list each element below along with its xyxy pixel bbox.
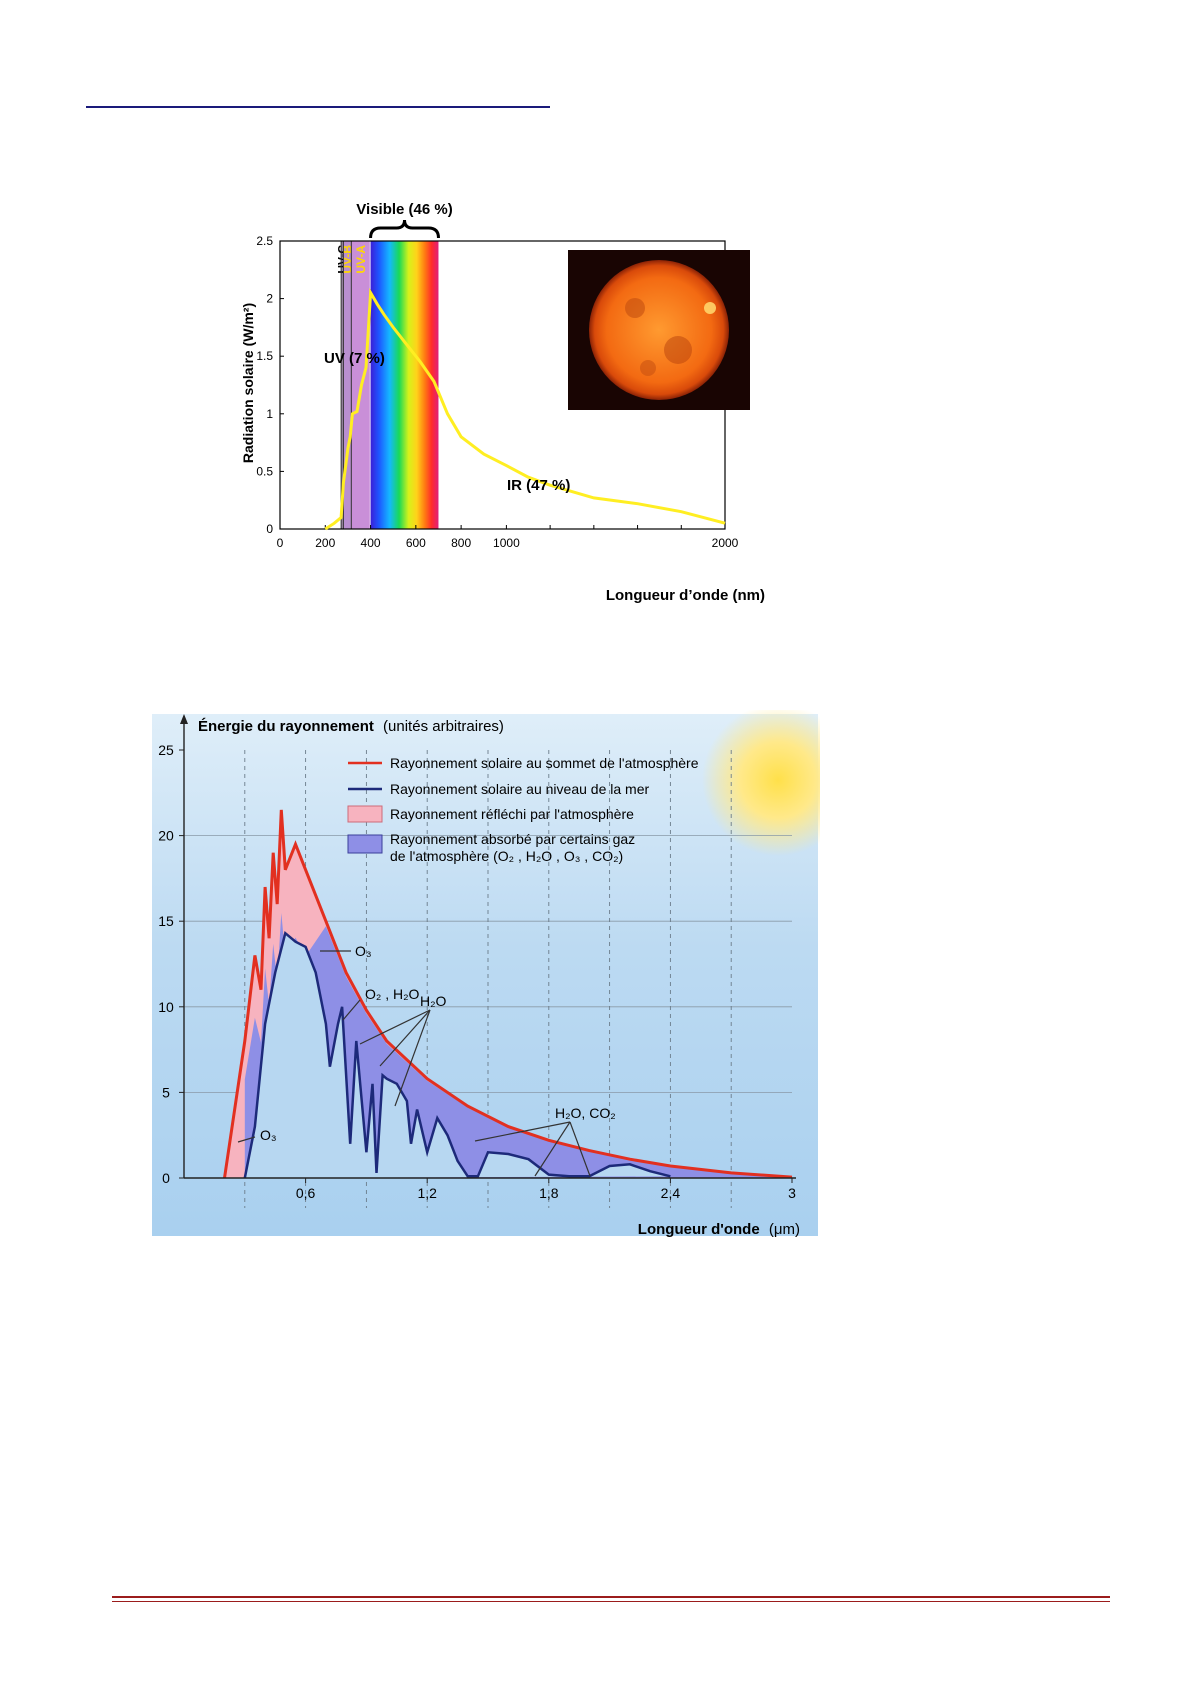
x-axis-title: Longueur d'onde (μm) bbox=[638, 1221, 800, 1238]
y-tick-label: 0 bbox=[162, 1170, 170, 1186]
band-uv-b bbox=[343, 241, 352, 529]
y-tick-label: 0 bbox=[266, 522, 273, 536]
y-tick-label: 25 bbox=[158, 742, 174, 758]
y-tick-label: 20 bbox=[158, 828, 174, 844]
label-h2o: H₂O bbox=[420, 993, 447, 1009]
sea-level-area bbox=[244, 933, 671, 1178]
y-axis-title: Énergie du rayonnement (unités arbitrair… bbox=[198, 718, 504, 735]
x-axis-title-main: Longueur d'onde bbox=[638, 1221, 760, 1238]
band-label-uv-a: UV-A bbox=[354, 245, 368, 274]
legend-swatch-reflected bbox=[347, 805, 383, 823]
x-axis-unit: (μm) bbox=[769, 1221, 800, 1238]
y-axis-title-note: (unités arbitraires) bbox=[383, 718, 504, 735]
label-h2o-co2: H₂O, CO₂ bbox=[555, 1105, 616, 1121]
label-o3-low: O₃ bbox=[260, 1127, 277, 1143]
legend-label-absorbed-2: de l'atmosphère (O₂ , H₂O , O₃ , CO₂) bbox=[390, 848, 623, 864]
band-uv-c bbox=[341, 241, 344, 529]
y-axis-label: Radiation solaire (W/m²) bbox=[240, 303, 256, 463]
atmosphere-energy-chart: 0 5 10 15 20 25 0,6 1,2 1,8 2,4 3 Énergie du rayon… bbox=[152, 710, 820, 1238]
solar-radiation-series bbox=[324, 287, 726, 531]
x-tick-label: 1,2 bbox=[417, 1185, 437, 1201]
x-tick-label: 1,8 bbox=[539, 1185, 559, 1201]
top-rule bbox=[86, 106, 550, 108]
top-atmosphere-series bbox=[223, 809, 793, 1179]
footer-rule bbox=[112, 1596, 1110, 1598]
x-tick-label: 400 bbox=[361, 536, 381, 550]
annotation-ir: IR (47 %) bbox=[507, 477, 570, 494]
x-tick-label: 600 bbox=[406, 536, 426, 550]
annotation-uv: UV (7 %) bbox=[324, 350, 385, 367]
y-axis-arrow bbox=[180, 714, 188, 724]
label-o3: O₃ bbox=[355, 943, 372, 959]
y-tick-label: 1.5 bbox=[256, 349, 273, 363]
legend-label-sea: Rayonnement solaire au niveau de la mer bbox=[390, 781, 649, 797]
label-o2-h2o: O₂ , H₂O bbox=[365, 986, 420, 1002]
y-tick-label: 10 bbox=[158, 999, 174, 1015]
x-tick-label: 2,4 bbox=[661, 1185, 681, 1201]
sun-glow bbox=[702, 710, 820, 856]
footer-rule-thin bbox=[112, 1601, 1110, 1602]
legend-label-top: Rayonnement solaire au sommet de l'atmos… bbox=[390, 755, 699, 771]
x-tick-label: 2000 bbox=[712, 536, 739, 550]
x-tick-label: 0 bbox=[277, 536, 284, 550]
legend-label-reflected: Rayonnement réfléchi par l'atmosphère bbox=[390, 806, 634, 822]
legend-label-absorbed: Rayonnement absorbé par certains gaz bbox=[390, 831, 635, 847]
y-tick-label: 2 bbox=[266, 292, 273, 306]
x-tick-label: 200 bbox=[315, 536, 335, 550]
gas-labels bbox=[237, 950, 591, 1177]
y-tick-label: 15 bbox=[158, 913, 174, 929]
visible-spectrum bbox=[370, 241, 439, 529]
legend: Rayonnement solaire au sommet de l'atmos… bbox=[347, 755, 699, 864]
y-tick-label: 0.5 bbox=[256, 464, 273, 478]
x-axis-label: Longueur d’onde (nm) bbox=[606, 587, 765, 604]
x-tick-label: 0,6 bbox=[296, 1185, 316, 1201]
y-axis-title-main: Énergie du rayonnement bbox=[198, 718, 374, 735]
annotation-visible: Visible (46 %) bbox=[356, 201, 452, 218]
x-tick-label: 3 bbox=[788, 1185, 796, 1201]
sea-level-series bbox=[243, 930, 671, 1179]
sun-photo bbox=[568, 250, 750, 410]
y-tick-label: 5 bbox=[162, 1084, 170, 1100]
y-tick-label: 2.5 bbox=[256, 234, 273, 248]
solar-radiation-chart: UV-CUV-B UV-A 0 200 400 600 800 1000 200000.511… bbox=[240, 201, 765, 604]
x-tick-label: 1000 bbox=[493, 536, 520, 550]
x-tick-label: 800 bbox=[451, 536, 471, 550]
visible-brace bbox=[369, 219, 440, 239]
y-tick-label: 1 bbox=[266, 407, 273, 421]
legend-swatch-absorbed bbox=[347, 834, 383, 854]
